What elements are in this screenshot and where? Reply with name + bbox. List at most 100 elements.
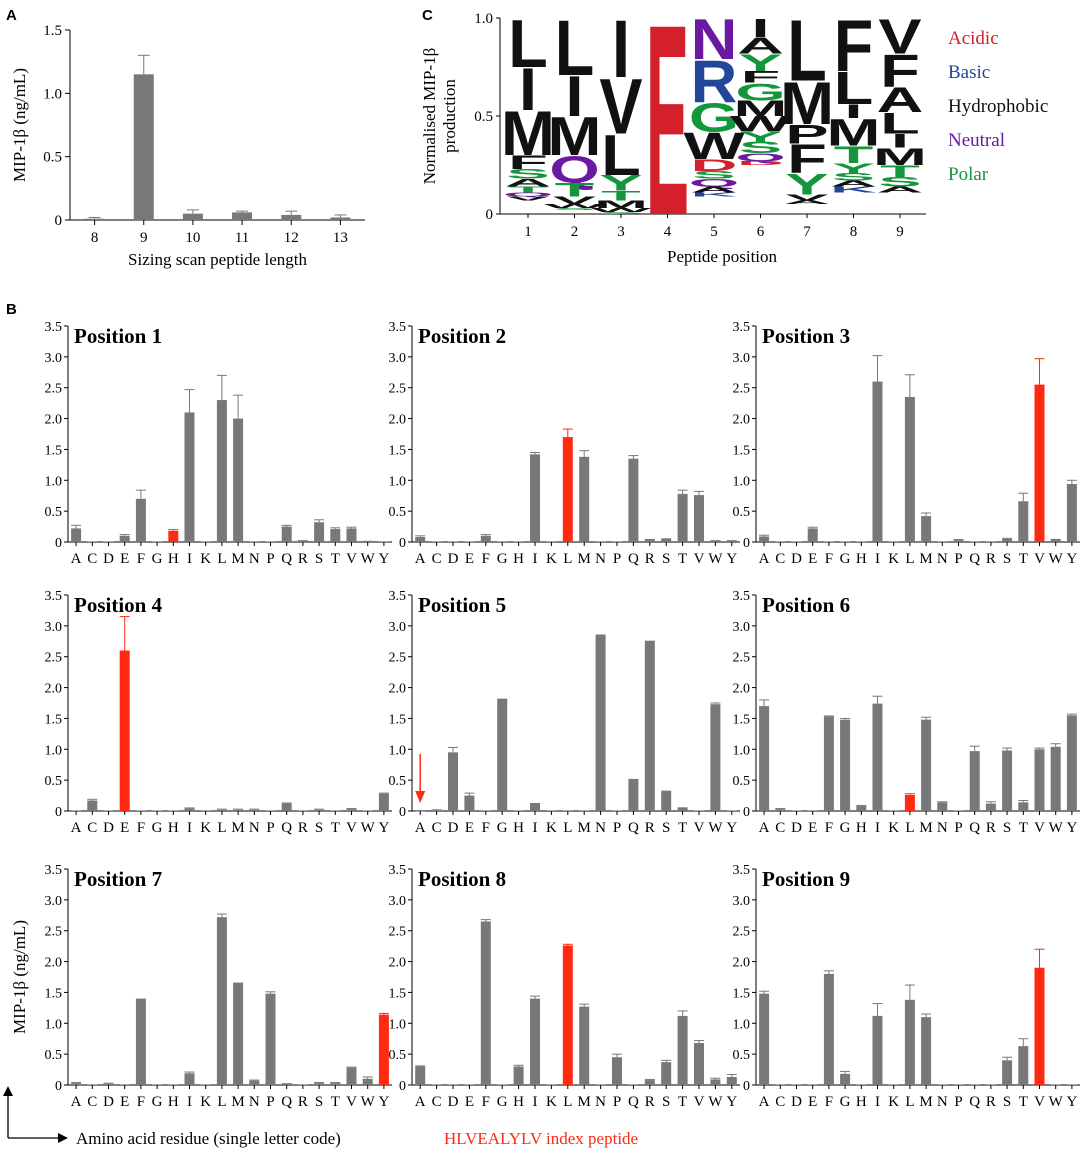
logo-letter: A bbox=[784, 199, 831, 205]
bar bbox=[969, 1084, 980, 1085]
bar bbox=[953, 1084, 964, 1085]
bar bbox=[595, 634, 606, 811]
y-tick-label: 0.5 bbox=[43, 150, 62, 166]
bar bbox=[1002, 538, 1013, 542]
bar bbox=[661, 790, 672, 811]
y-tick-label: 2.0 bbox=[389, 682, 407, 697]
bar bbox=[330, 217, 351, 220]
x-tick-label: R bbox=[986, 1094, 996, 1110]
footer-axis-label: Amino acid residue (single letter code) bbox=[76, 1129, 341, 1148]
bar bbox=[314, 1083, 325, 1085]
subplot-position-5: 0 0.5 1.0 1.5 2.0 2.5 3.0 3.5 Position 5 A C D E F G H I… bbox=[389, 589, 740, 836]
bar bbox=[84, 218, 105, 220]
y-tick-label: 3.0 bbox=[389, 894, 407, 909]
bar bbox=[133, 74, 154, 220]
bar bbox=[265, 993, 276, 1085]
x-axis-title: Sizing scan peptide length bbox=[128, 250, 307, 269]
logo-letter: W bbox=[544, 203, 606, 209]
x-tick-label: D bbox=[103, 820, 114, 836]
bar bbox=[791, 810, 802, 811]
logo-x-tick-label: 1 bbox=[524, 224, 532, 240]
bar bbox=[513, 1066, 524, 1085]
bar bbox=[378, 1014, 389, 1085]
logo-letter: Y bbox=[832, 161, 875, 176]
y-tick-label: 3.5 bbox=[733, 320, 751, 335]
subplot-position-6: 0 0.5 1.0 1.5 2.0 2.5 3.0 3.5 Position 6 A C D E F G H I… bbox=[733, 589, 1080, 836]
x-tick-label: Q bbox=[628, 1094, 639, 1110]
bar bbox=[759, 536, 770, 542]
y-tick-label: 3.0 bbox=[733, 620, 751, 635]
logo-letter: S bbox=[553, 208, 596, 211]
bar bbox=[969, 751, 980, 811]
x-tick-label: K bbox=[888, 1094, 899, 1110]
x-tick-label: Q bbox=[628, 820, 639, 836]
x-tick-label: E bbox=[120, 551, 129, 567]
x-tick-label: M bbox=[231, 1094, 244, 1110]
bar bbox=[464, 795, 475, 811]
bar bbox=[775, 1084, 786, 1085]
x-tick-label: 11 bbox=[235, 230, 249, 246]
x-tick-label: M bbox=[578, 551, 591, 567]
bar bbox=[661, 1062, 672, 1085]
bar bbox=[726, 540, 737, 542]
bar bbox=[497, 541, 508, 542]
y-tick-label: 1.5 bbox=[733, 712, 751, 727]
logo-y-axis-title: Normalised MIP-1βproduction bbox=[420, 48, 459, 185]
x-tick-label: V bbox=[1034, 1094, 1045, 1110]
y-tick-label: 2.0 bbox=[45, 413, 63, 428]
x-tick-label: G bbox=[152, 551, 163, 567]
x-tick-label: V bbox=[346, 551, 357, 567]
logo-letter: N bbox=[691, 8, 738, 72]
bar bbox=[497, 1084, 508, 1085]
x-tick-label: W bbox=[708, 1094, 723, 1110]
y-tick-label: 2.5 bbox=[389, 925, 407, 940]
x-tick-label: S bbox=[315, 1094, 323, 1110]
y-tick-label: 1.0 bbox=[389, 1017, 407, 1032]
logo-letter: I bbox=[845, 101, 863, 122]
x-tick-label: R bbox=[298, 551, 308, 567]
x-tick-label: I bbox=[875, 551, 880, 567]
bar bbox=[265, 541, 276, 542]
bar bbox=[216, 809, 227, 811]
x-tick-label: C bbox=[87, 820, 97, 836]
x-tick-label: Q bbox=[969, 1094, 980, 1110]
bar bbox=[200, 810, 211, 811]
logo-letter: F bbox=[508, 152, 548, 173]
bar bbox=[168, 530, 179, 542]
subplot-title: Position 7 bbox=[74, 867, 162, 891]
x-tick-label: F bbox=[482, 820, 490, 836]
x-tick-label: F bbox=[137, 551, 145, 567]
bar bbox=[985, 803, 996, 811]
x-tick-label: Y bbox=[726, 551, 737, 567]
bar bbox=[759, 706, 770, 811]
logo-letter: M bbox=[501, 99, 555, 169]
x-tick-label: M bbox=[231, 551, 244, 567]
bar bbox=[378, 793, 389, 811]
logo-letter: L bbox=[601, 123, 641, 187]
y-tick-label: 2.0 bbox=[45, 956, 63, 971]
bar bbox=[856, 541, 867, 542]
bar bbox=[953, 540, 964, 542]
y-tick-label: 3.5 bbox=[733, 863, 751, 878]
x-tick-label: C bbox=[432, 820, 442, 836]
y-tick-label: 3.0 bbox=[389, 351, 407, 366]
x-tick-label: P bbox=[266, 1094, 274, 1110]
x-tick-label: W bbox=[1049, 1094, 1064, 1110]
y-tick-label: 0.5 bbox=[45, 774, 63, 789]
y-tick-label: 0 bbox=[743, 805, 750, 820]
bar bbox=[904, 794, 915, 811]
bar bbox=[448, 541, 458, 542]
x-tick-label: G bbox=[152, 1094, 163, 1110]
x-tick-label: Q bbox=[969, 820, 980, 836]
bar bbox=[807, 1084, 818, 1085]
x-tick-label: M bbox=[919, 551, 932, 567]
logo-letter: V bbox=[785, 193, 828, 202]
y-tick-label: 1.0 bbox=[45, 474, 63, 489]
logo-letter: I bbox=[612, 3, 630, 95]
x-tick-label: S bbox=[1003, 551, 1011, 567]
x-tick-label: I bbox=[533, 551, 538, 567]
logo-letter: F bbox=[834, 4, 874, 87]
logo-letter: M bbox=[827, 112, 881, 154]
y-tick-label: 2.0 bbox=[733, 682, 751, 697]
logo-letter: M bbox=[734, 97, 788, 121]
